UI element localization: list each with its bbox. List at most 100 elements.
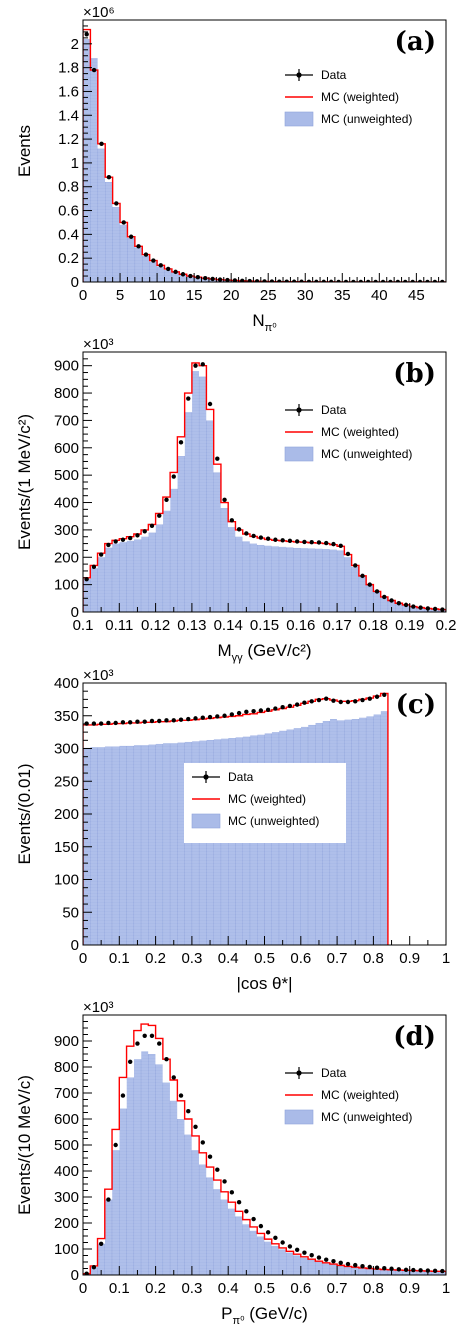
data-point [200, 362, 205, 367]
y-tick-label: 100 [54, 872, 79, 889]
data-point [128, 234, 134, 239]
mc-unweighted-bar [293, 1255, 302, 1275]
data-point [157, 1041, 162, 1046]
data-point [113, 720, 118, 726]
data-point [207, 1154, 213, 1159]
y-axis-label: Events [15, 125, 34, 177]
panel-label: (d) [393, 1022, 436, 1052]
data-point [120, 720, 126, 725]
mc-unweighted-mask [297, 20, 306, 282]
mc-unweighted-bar [322, 548, 331, 612]
data-point [188, 273, 193, 279]
mc-unweighted-mask [134, 20, 143, 248]
mc-unweighted-mask [394, 1015, 403, 1271]
mc-unweighted-bar [227, 1208, 236, 1275]
data-point [106, 720, 111, 726]
data-point [417, 279, 423, 282]
panel-a: 0 5 10 15 20 25 30 35 40 45 0 0.2 0.4 0.6 0.8 1 1.2 1.4 1.… [15, 4, 447, 334]
mc-unweighted-mask [162, 683, 171, 744]
mc-unweighted-mask [379, 20, 387, 282]
mc-unweighted-mask [342, 20, 350, 282]
x-tick-label: 0 [79, 950, 87, 967]
mc-unweighted-bar [358, 576, 367, 612]
y-tick-label: 250 [54, 773, 79, 790]
data-point [338, 1260, 343, 1265]
mc-unweighted-bar [242, 1224, 251, 1275]
mc-unweighted-bar [336, 550, 345, 612]
data-point [389, 1266, 394, 1271]
data-point [432, 1268, 438, 1274]
mc-unweighted-mask [235, 1015, 243, 1217]
mc-unweighted-mask [402, 1015, 410, 1271]
legend-mc-unweighted-swatch [284, 446, 314, 462]
data-point [382, 1266, 387, 1271]
data-point [360, 697, 365, 703]
mc-unweighted-mask [300, 1015, 309, 1258]
data-point [200, 715, 205, 720]
mc-unweighted-bar [90, 568, 98, 612]
mc-unweighted-mask [416, 20, 424, 282]
mc-unweighted-bar [242, 541, 251, 612]
data-point [258, 1223, 264, 1229]
mc-unweighted-mask [257, 1015, 265, 1237]
data-point [425, 279, 430, 282]
x-tick-label: 30 [297, 287, 314, 304]
x-axis-label: Mγγ (GeV/c²) [217, 641, 311, 664]
data-point [440, 607, 445, 612]
mc-unweighted-bar [271, 1245, 280, 1275]
x-tick-label: 0.16 [286, 617, 315, 634]
mc-unweighted-bar [257, 544, 265, 612]
panel-label: (c) [396, 690, 436, 720]
data-point [215, 1167, 220, 1172]
data-point [273, 537, 278, 542]
x-axis-label: |cos θ*| [236, 974, 292, 993]
y-tick-label: 0.6 [58, 203, 79, 220]
x-tick-label: 0.14 [214, 617, 243, 634]
mc-unweighted-mask [322, 683, 331, 721]
data-point [193, 363, 198, 368]
mc-unweighted-mask [140, 352, 149, 537]
mc-unweighted-mask [438, 1015, 446, 1272]
plot-area [83, 352, 446, 612]
y-tick-label: 1.8 [58, 60, 79, 77]
legend-data-marker [203, 774, 209, 780]
x-tick-label: 45 [408, 287, 425, 304]
mc-unweighted-mask [184, 1015, 193, 1135]
mc-unweighted-bar [257, 1236, 265, 1275]
mc-unweighted-mask [220, 1015, 229, 1200]
mc-unweighted-mask [307, 1015, 316, 1260]
legend: Data MC (weighted) MC (unweighted) [284, 68, 412, 127]
mc-unweighted-bar [344, 1266, 352, 1275]
mc-unweighted-mask [358, 1015, 367, 1269]
mc-unweighted-mask [126, 683, 135, 746]
mc-unweighted-bar [140, 1051, 149, 1275]
mc-unweighted-mask [191, 352, 200, 372]
x-tick-label: 5 [116, 287, 124, 304]
data-point [309, 699, 314, 704]
data-point [84, 1271, 89, 1275]
mc-unweighted-mask [235, 352, 243, 537]
mc-unweighted-mask [365, 1015, 374, 1269]
mc-unweighted-mask [208, 20, 217, 280]
mc-unweighted-mask [371, 20, 380, 282]
data-point [251, 708, 256, 714]
data-point [316, 540, 322, 545]
data-point [142, 529, 147, 534]
legend-label: Data [321, 403, 347, 417]
x-tick-label: 0.2 [145, 1280, 166, 1297]
data-point [345, 551, 351, 557]
data-point [178, 440, 184, 445]
y-tick-label: 2 [71, 36, 79, 53]
data-point [280, 538, 285, 543]
data-point [158, 263, 163, 268]
legend: Data MC (weighted) MC (unweighted) [284, 1066, 412, 1125]
mc-unweighted-mask [90, 352, 98, 569]
y-tick-label: 800 [54, 385, 79, 402]
y-tick-label: 700 [54, 412, 79, 429]
mc-unweighted-bar [191, 370, 200, 612]
x-tick-label: 0.18 [359, 617, 388, 634]
data-point [106, 175, 112, 180]
mc-unweighted-mask [213, 352, 222, 473]
mc-unweighted-bar [220, 1199, 229, 1275]
mc-unweighted-mask [322, 1015, 331, 1264]
